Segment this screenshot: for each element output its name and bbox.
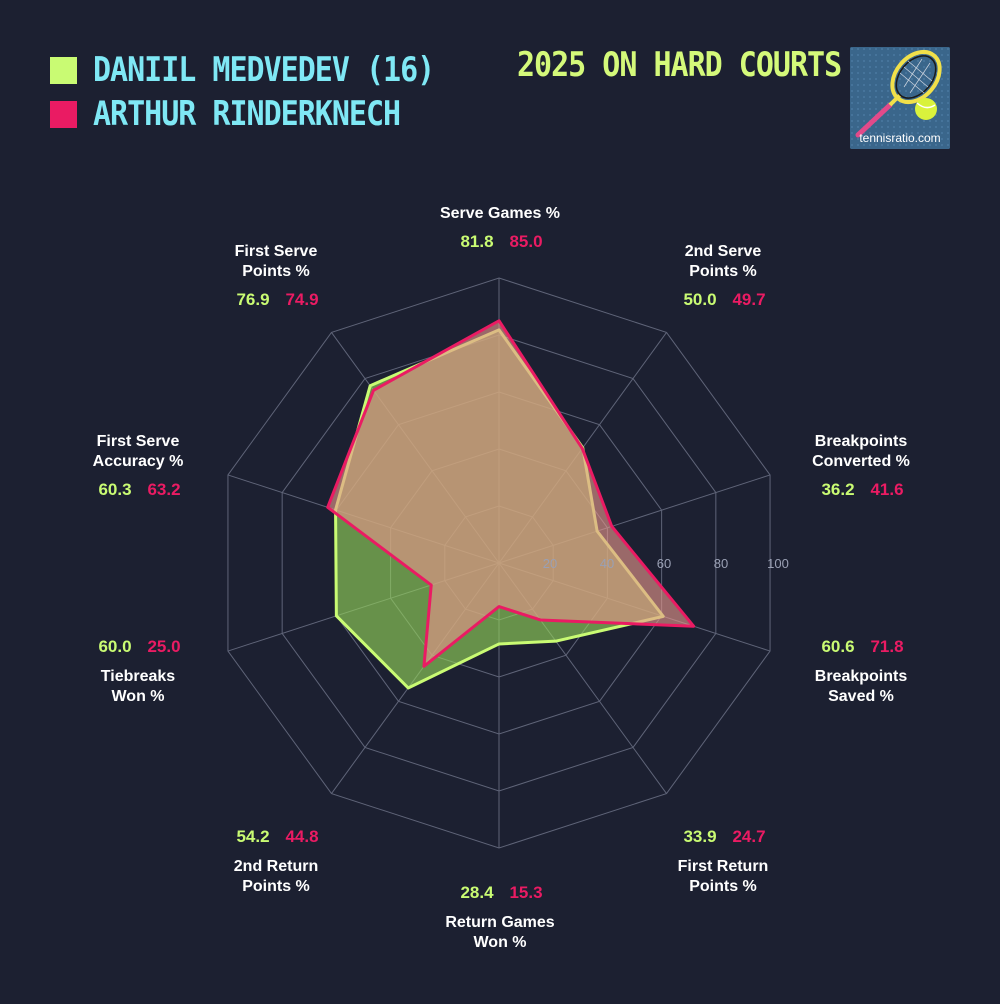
value-label-player-2-axis-9: 63.2	[147, 480, 180, 499]
value-label-player-1-axis-7: 54.2	[236, 827, 269, 846]
value-label-player-1-axis-2: 50.0	[683, 290, 716, 309]
axis-label-7-line-2: Points %	[242, 878, 310, 895]
legend-label-player-2: ARTHUR RINDERKNECH	[93, 94, 401, 134]
legend-item-player-2: ARTHUR RINDERKNECH	[50, 92, 434, 136]
axis-label-3-line-1: Breakpoints	[815, 433, 908, 450]
value-label-player-2-axis-1: 85.0	[509, 232, 542, 251]
ring-tick-label-2: 40	[600, 556, 614, 571]
logo-text: tennisratio.com	[859, 131, 941, 145]
axis-label-10-line-2: Points %	[242, 263, 310, 280]
value-label-player-2-axis-8: 25.0	[147, 637, 180, 656]
ring-tick-label-5: 100	[767, 556, 789, 571]
axis-label-1-line-1: Serve Games %	[440, 205, 560, 222]
value-label-player-2-axis-4: 71.8	[870, 637, 903, 656]
legend-swatch-player-2	[50, 100, 77, 128]
axis-label-9-line-2: Accuracy %	[93, 453, 184, 470]
axis-label-6-line-2: Won %	[473, 934, 526, 951]
legend: DANIIL MEDVEDEV (16) ARTHUR RINDERKNECH	[50, 48, 435, 136]
value-label-player-1-axis-4: 60.6	[821, 637, 854, 656]
ring-tick-label-4: 80	[714, 556, 728, 571]
ring-tick-label-1: 20	[543, 556, 557, 571]
value-label-player-1-axis-9: 60.3	[98, 480, 131, 499]
axis-label-4-line-1: Breakpoints	[815, 668, 908, 685]
series-2-area	[326, 319, 696, 668]
axis-label-6-line-1: Return Games	[445, 914, 554, 931]
axis-label-7-line-1: 2nd Return	[234, 858, 318, 875]
value-label-player-1-axis-6: 28.4	[460, 883, 494, 902]
value-label-player-2-axis-3: 41.6	[870, 480, 903, 499]
axis-label-5-line-1: First Return	[678, 858, 769, 875]
axis-label-8-line-1: Tiebreaks	[101, 668, 176, 685]
axis-label-3-line-2: Converted %	[812, 453, 910, 470]
value-label-player-2-axis-10: 74.9	[285, 290, 318, 309]
value-label-player-2-axis-2: 49.7	[732, 290, 765, 309]
legend-label-player-1: DANIIL MEDVEDEV (16)	[93, 50, 435, 90]
ring-tick-label-3: 60	[657, 556, 671, 571]
value-label-player-1-axis-8: 60.0	[98, 637, 131, 656]
tennis-racket-ball-icon	[850, 47, 950, 149]
value-label-player-2-axis-6: 15.3	[509, 883, 542, 902]
chart-title: 2025 ON HARD COURTS	[517, 45, 842, 86]
axis-label-2-line-2: Points %	[689, 263, 757, 280]
axis-label-8-line-2: Won %	[111, 688, 164, 705]
axis-label-10-line-1: First Serve	[235, 243, 318, 260]
value-label-player-2-axis-7: 44.8	[285, 827, 318, 846]
axis-label-2-line-1: 2nd Serve	[685, 243, 762, 260]
legend-swatch-player-1	[50, 56, 77, 84]
axis-label-4-line-2: Saved %	[828, 688, 894, 705]
value-label-player-2-axis-5: 24.7	[732, 827, 765, 846]
axis-label-9-line-1: First Serve	[97, 433, 180, 450]
value-label-player-1-axis-10: 76.9	[236, 290, 269, 309]
legend-item-player-1: DANIIL MEDVEDEV (16)	[50, 48, 435, 92]
value-label-player-1-axis-3: 36.2	[821, 480, 854, 499]
value-label-player-1-axis-5: 33.9	[683, 827, 716, 846]
value-label-player-1-axis-1: 81.8	[460, 232, 493, 251]
axis-label-5-line-2: Points %	[689, 878, 757, 895]
logo: tennisratio.com	[850, 47, 950, 149]
